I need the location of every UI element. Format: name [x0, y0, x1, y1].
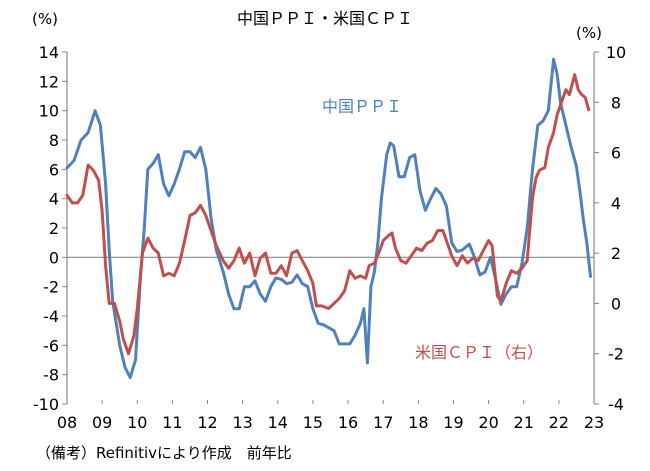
left-tick-label: 0 [49, 248, 59, 267]
cpi-series-label: 米国ＣＰＩ（右） [415, 343, 543, 362]
series-line-china-ppi [65, 57, 592, 380]
left-tick-label: 10 [39, 102, 59, 121]
x-tick-label: 16 [338, 413, 358, 432]
x-tick-label: 09 [92, 413, 112, 432]
right-tick-label: 10 [606, 43, 626, 62]
left-tick-label: -8 [43, 366, 59, 385]
left-tick-label: -6 [43, 336, 59, 355]
right-tick-label: 6 [611, 144, 621, 163]
left-tick-label: 8 [49, 131, 59, 150]
x-tick-label: 11 [162, 413, 182, 432]
x-tick-label: 12 [197, 413, 217, 432]
chart-title: 中国ＰＰＩ・米国ＣＰＩ [237, 9, 413, 28]
right-tick-label: -4 [608, 395, 624, 414]
x-tick-label: 23 [584, 413, 604, 432]
x-axis-ticks: 08 09 10 11 12 13 14 15 16 17 18 19 20 21 22 23 [57, 400, 604, 432]
left-tick-label: 4 [49, 190, 59, 209]
x-tick-label: 14 [268, 413, 288, 432]
left-axis-ticks: 14 12 10 8 6 4 2 0 -2 -4 -6 -8 -10 [33, 43, 67, 414]
left-tick-label: -10 [33, 395, 59, 414]
x-tick-label: 10 [127, 413, 147, 432]
left-tick-label: -2 [43, 278, 59, 297]
left-tick-label: 12 [39, 72, 59, 91]
x-tick-label: 15 [303, 413, 323, 432]
source-note: （備考）Refinitivにより作成 前年比 [36, 444, 292, 462]
right-tick-label: 0 [611, 294, 621, 313]
right-tick-label: -2 [608, 345, 624, 364]
x-tick-label: 21 [514, 413, 534, 432]
series-line-us-cpi [65, 73, 591, 356]
right-axis-ticks: 10 8 6 4 2 0 -2 -4 [594, 43, 626, 414]
right-tick-label: 4 [611, 194, 621, 213]
left-axis-unit: (%) [32, 10, 58, 28]
left-tick-label: 2 [49, 219, 59, 238]
x-tick-label: 08 [57, 413, 77, 432]
right-axis-unit: (%) [576, 24, 602, 42]
left-tick-label: 14 [39, 43, 59, 62]
x-tick-label: 19 [443, 413, 463, 432]
right-tick-label: 8 [611, 93, 621, 112]
left-tick-label: 6 [49, 160, 59, 179]
left-tick-label: -4 [43, 307, 59, 326]
x-tick-label: 13 [232, 413, 252, 432]
x-tick-label: 20 [478, 413, 498, 432]
x-tick-label: 22 [549, 413, 569, 432]
x-tick-label: 17 [373, 413, 393, 432]
ppi-series-label: 中国ＰＰＩ [322, 97, 402, 116]
right-tick-label: 2 [611, 244, 621, 263]
series-layer [65, 57, 592, 380]
x-tick-label: 18 [408, 413, 428, 432]
